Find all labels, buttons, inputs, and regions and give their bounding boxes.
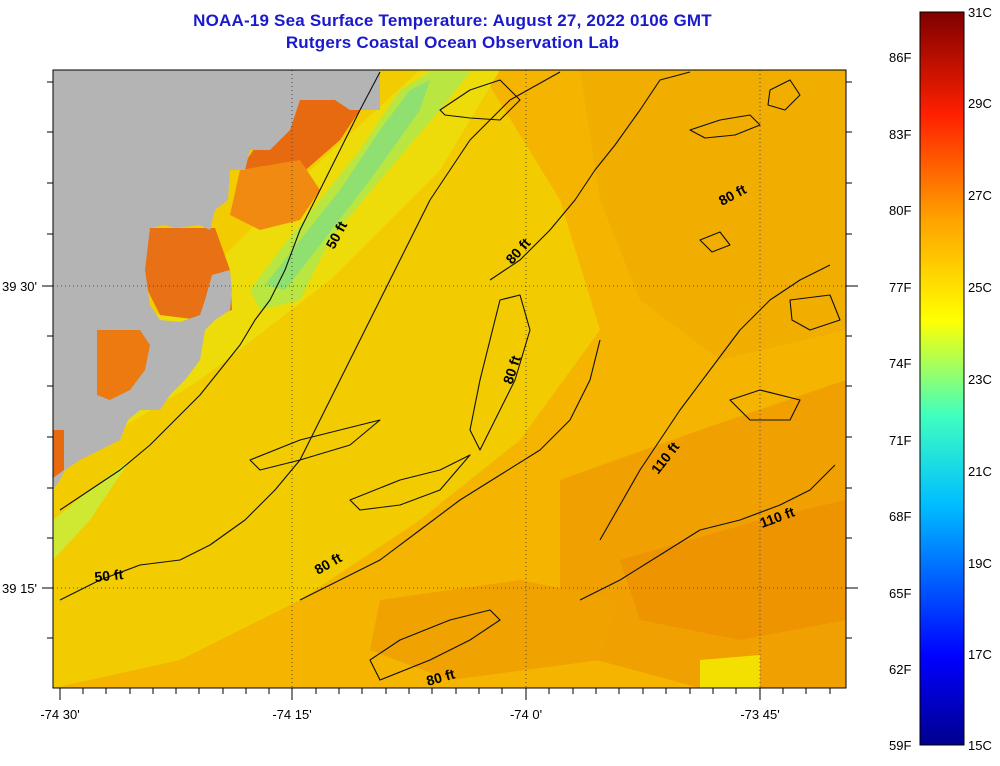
- cb-c-19: 19C: [968, 556, 992, 571]
- cb-c-25: 25C: [968, 280, 992, 295]
- map-subtitle: Rutgers Coastal Ocean Observation Lab: [285, 33, 620, 52]
- contour-label-50ft-b: 50 ft: [94, 566, 125, 585]
- cb-c-23: 23C: [968, 372, 992, 387]
- lat-label-3915: 39 15': [2, 581, 37, 596]
- map-frame: [52, 69, 847, 689]
- cb-c-21: 21C: [968, 464, 992, 479]
- cb-f-71: 71F: [889, 433, 911, 448]
- cb-c-15: 15C: [968, 738, 992, 753]
- lon-label-7430: -74 30': [40, 707, 79, 722]
- sst-field: [53, 70, 846, 688]
- lon-label-7345: -73 45': [740, 707, 779, 722]
- cb-c-27: 27C: [968, 188, 992, 203]
- land-mass: [53, 70, 380, 490]
- cb-f-59: 59F: [889, 738, 911, 753]
- cb-c-29: 29C: [968, 96, 992, 111]
- map-title: NOAA-19 Sea Surface Temperature: August …: [193, 11, 712, 30]
- lat-label-3930: 39 30': [2, 279, 37, 294]
- cb-f-80: 80F: [889, 203, 911, 218]
- colorbar-celsius-labels: 31C 29C 27C 25C 23C 21C 19C 17C 15C: [968, 5, 992, 753]
- cb-f-83: 83F: [889, 127, 911, 142]
- axis-labels: -74 30' -74 15' -74 0' -73 45' 39 30' 39…: [2, 279, 780, 722]
- cb-f-68: 68F: [889, 509, 911, 524]
- colorbar-gradient: [919, 11, 965, 746]
- cb-f-77: 77F: [889, 280, 911, 295]
- colorbar-fahrenheit-labels: 86F 83F 80F 77F 74F 71F 68F 65F 62F 59F: [889, 50, 911, 753]
- lon-label-7400: -74 0': [510, 707, 542, 722]
- frame-ticks: [42, 81, 858, 700]
- cb-c-17: 17C: [968, 647, 992, 662]
- cb-f-74: 74F: [889, 356, 911, 371]
- lon-label-7415: -74 15': [272, 707, 311, 722]
- colorbar: 31C 29C 27C 25C 23C 21C 19C 17C 15C 86F …: [889, 5, 992, 753]
- cb-f-86: 86F: [889, 50, 911, 65]
- bathymetry-contours: [59, 71, 841, 681]
- contour-label-80ft-d: 80 ft: [424, 665, 456, 688]
- cb-c-31: 31C: [968, 5, 992, 20]
- cb-f-62: 62F: [889, 662, 911, 677]
- cb-f-65: 65F: [889, 586, 911, 601]
- title-block: NOAA-19 Sea Surface Temperature: August …: [0, 10, 905, 54]
- graticule: [53, 70, 846, 688]
